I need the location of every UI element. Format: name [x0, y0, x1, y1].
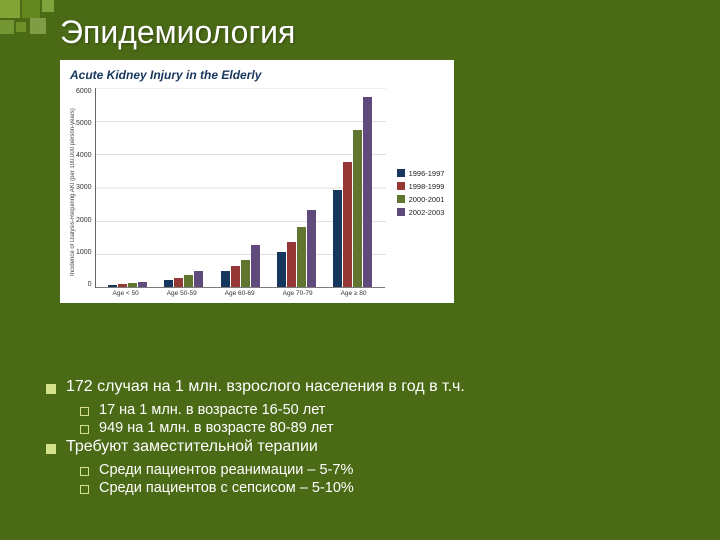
- legend-label: 2002-2003: [409, 208, 445, 217]
- bar: [194, 271, 203, 287]
- chart-legend: 1996-1997 1998-1999 2000-2001 2002-2003: [385, 88, 445, 297]
- bullet-square-icon: [46, 444, 56, 454]
- bullet-level-1: Требуют заместительной терапии: [46, 438, 465, 456]
- legend-swatch: [397, 195, 405, 203]
- bullet-square-icon: [46, 384, 56, 394]
- legend-item: 2000-2001: [397, 195, 445, 204]
- x-tick-label: Age 50-59: [167, 290, 197, 297]
- x-tick-label: Age ≥ 80: [341, 290, 367, 297]
- bullet-text: 17 на 1 млн. в возрасте 16-50 лет: [99, 402, 325, 418]
- bullet-text: 172 случая на 1 млн. взрослого населения…: [66, 378, 465, 396]
- bar: [164, 280, 173, 287]
- legend-swatch: [397, 208, 405, 216]
- bullet-text: Среди пациентов с сепсисом – 5-10%: [99, 480, 354, 496]
- chart-x-ticks: Age < 50 Age 50-59 Age 60-69 Age 70-79 Age ≥…: [95, 288, 385, 297]
- bar: [221, 271, 230, 287]
- legend-item: 1998-1999: [397, 182, 445, 191]
- bullet-text: Среди пациентов реанимации – 5-7%: [99, 462, 353, 478]
- chart-ylabel: Incidence of Dialysis-Requiring AKI (per…: [70, 88, 76, 297]
- legend-item: 2002-2003: [397, 208, 445, 217]
- bar: [118, 284, 127, 287]
- bar: [287, 242, 296, 287]
- chart-plot-area: [95, 88, 385, 288]
- bar: [231, 266, 240, 287]
- legend-label: 2000-2001: [409, 195, 445, 204]
- bar-group: [164, 271, 203, 287]
- bullet-text: 949 на 1 млн. в возрасте 80-89 лет: [99, 420, 333, 436]
- x-tick-label: Age 60-69: [225, 290, 255, 297]
- legend-label: 1996-1997: [409, 169, 445, 178]
- bullet-hollow-square-icon: [80, 407, 89, 416]
- legend-label: 1998-1999: [409, 182, 445, 191]
- bar-group: [333, 97, 372, 287]
- bar: [184, 275, 193, 287]
- chart-y-ticks: 0100020003000400050006000: [76, 88, 95, 288]
- slide: Эпидемиология Acute Kidney Injury in the…: [0, 0, 720, 540]
- chart-bars: [96, 88, 385, 287]
- bullet-level-2: Среди пациентов с сепсисом – 5-10%: [80, 480, 465, 496]
- legend-swatch: [397, 169, 405, 177]
- bullet-hollow-square-icon: [80, 425, 89, 434]
- bar: [241, 260, 250, 287]
- bar-group: [277, 210, 316, 287]
- bullet-text: Требуют заместительной терапии: [66, 438, 318, 456]
- bullet-hollow-square-icon: [80, 485, 89, 494]
- slide-title: Эпидемиология: [60, 14, 295, 51]
- bullet-level-2: 17 на 1 млн. в возрасте 16-50 лет: [80, 402, 465, 418]
- bullet-list: 172 случая на 1 млн. взрослого населения…: [46, 378, 465, 498]
- bar: [108, 285, 117, 287]
- bar: [277, 252, 286, 287]
- bar: [353, 130, 362, 287]
- chart-title: Acute Kidney Injury in the Elderly: [70, 68, 444, 82]
- bullet-hollow-square-icon: [80, 467, 89, 476]
- bullet-level-1: 172 случая на 1 млн. взрослого населения…: [46, 378, 465, 396]
- bullet-level-2: Среди пациентов реанимации – 5-7%: [80, 462, 465, 478]
- bar: [363, 97, 372, 287]
- bar: [297, 227, 306, 287]
- bar-group: [108, 282, 147, 287]
- x-tick-label: Age < 50: [113, 290, 139, 297]
- bar: [333, 190, 342, 287]
- chart-container: Acute Kidney Injury in the Elderly Incid…: [60, 60, 454, 303]
- bar-group: [221, 245, 260, 287]
- bullet-level-2: 949 на 1 млн. в возрасте 80-89 лет: [80, 420, 465, 436]
- legend-swatch: [397, 182, 405, 190]
- bar: [174, 278, 183, 287]
- bar: [138, 282, 147, 287]
- legend-item: 1996-1997: [397, 169, 445, 178]
- bar: [251, 245, 260, 287]
- bar: [343, 162, 352, 287]
- x-tick-label: Age 70-79: [283, 290, 313, 297]
- bar: [128, 283, 137, 287]
- bar: [307, 210, 316, 287]
